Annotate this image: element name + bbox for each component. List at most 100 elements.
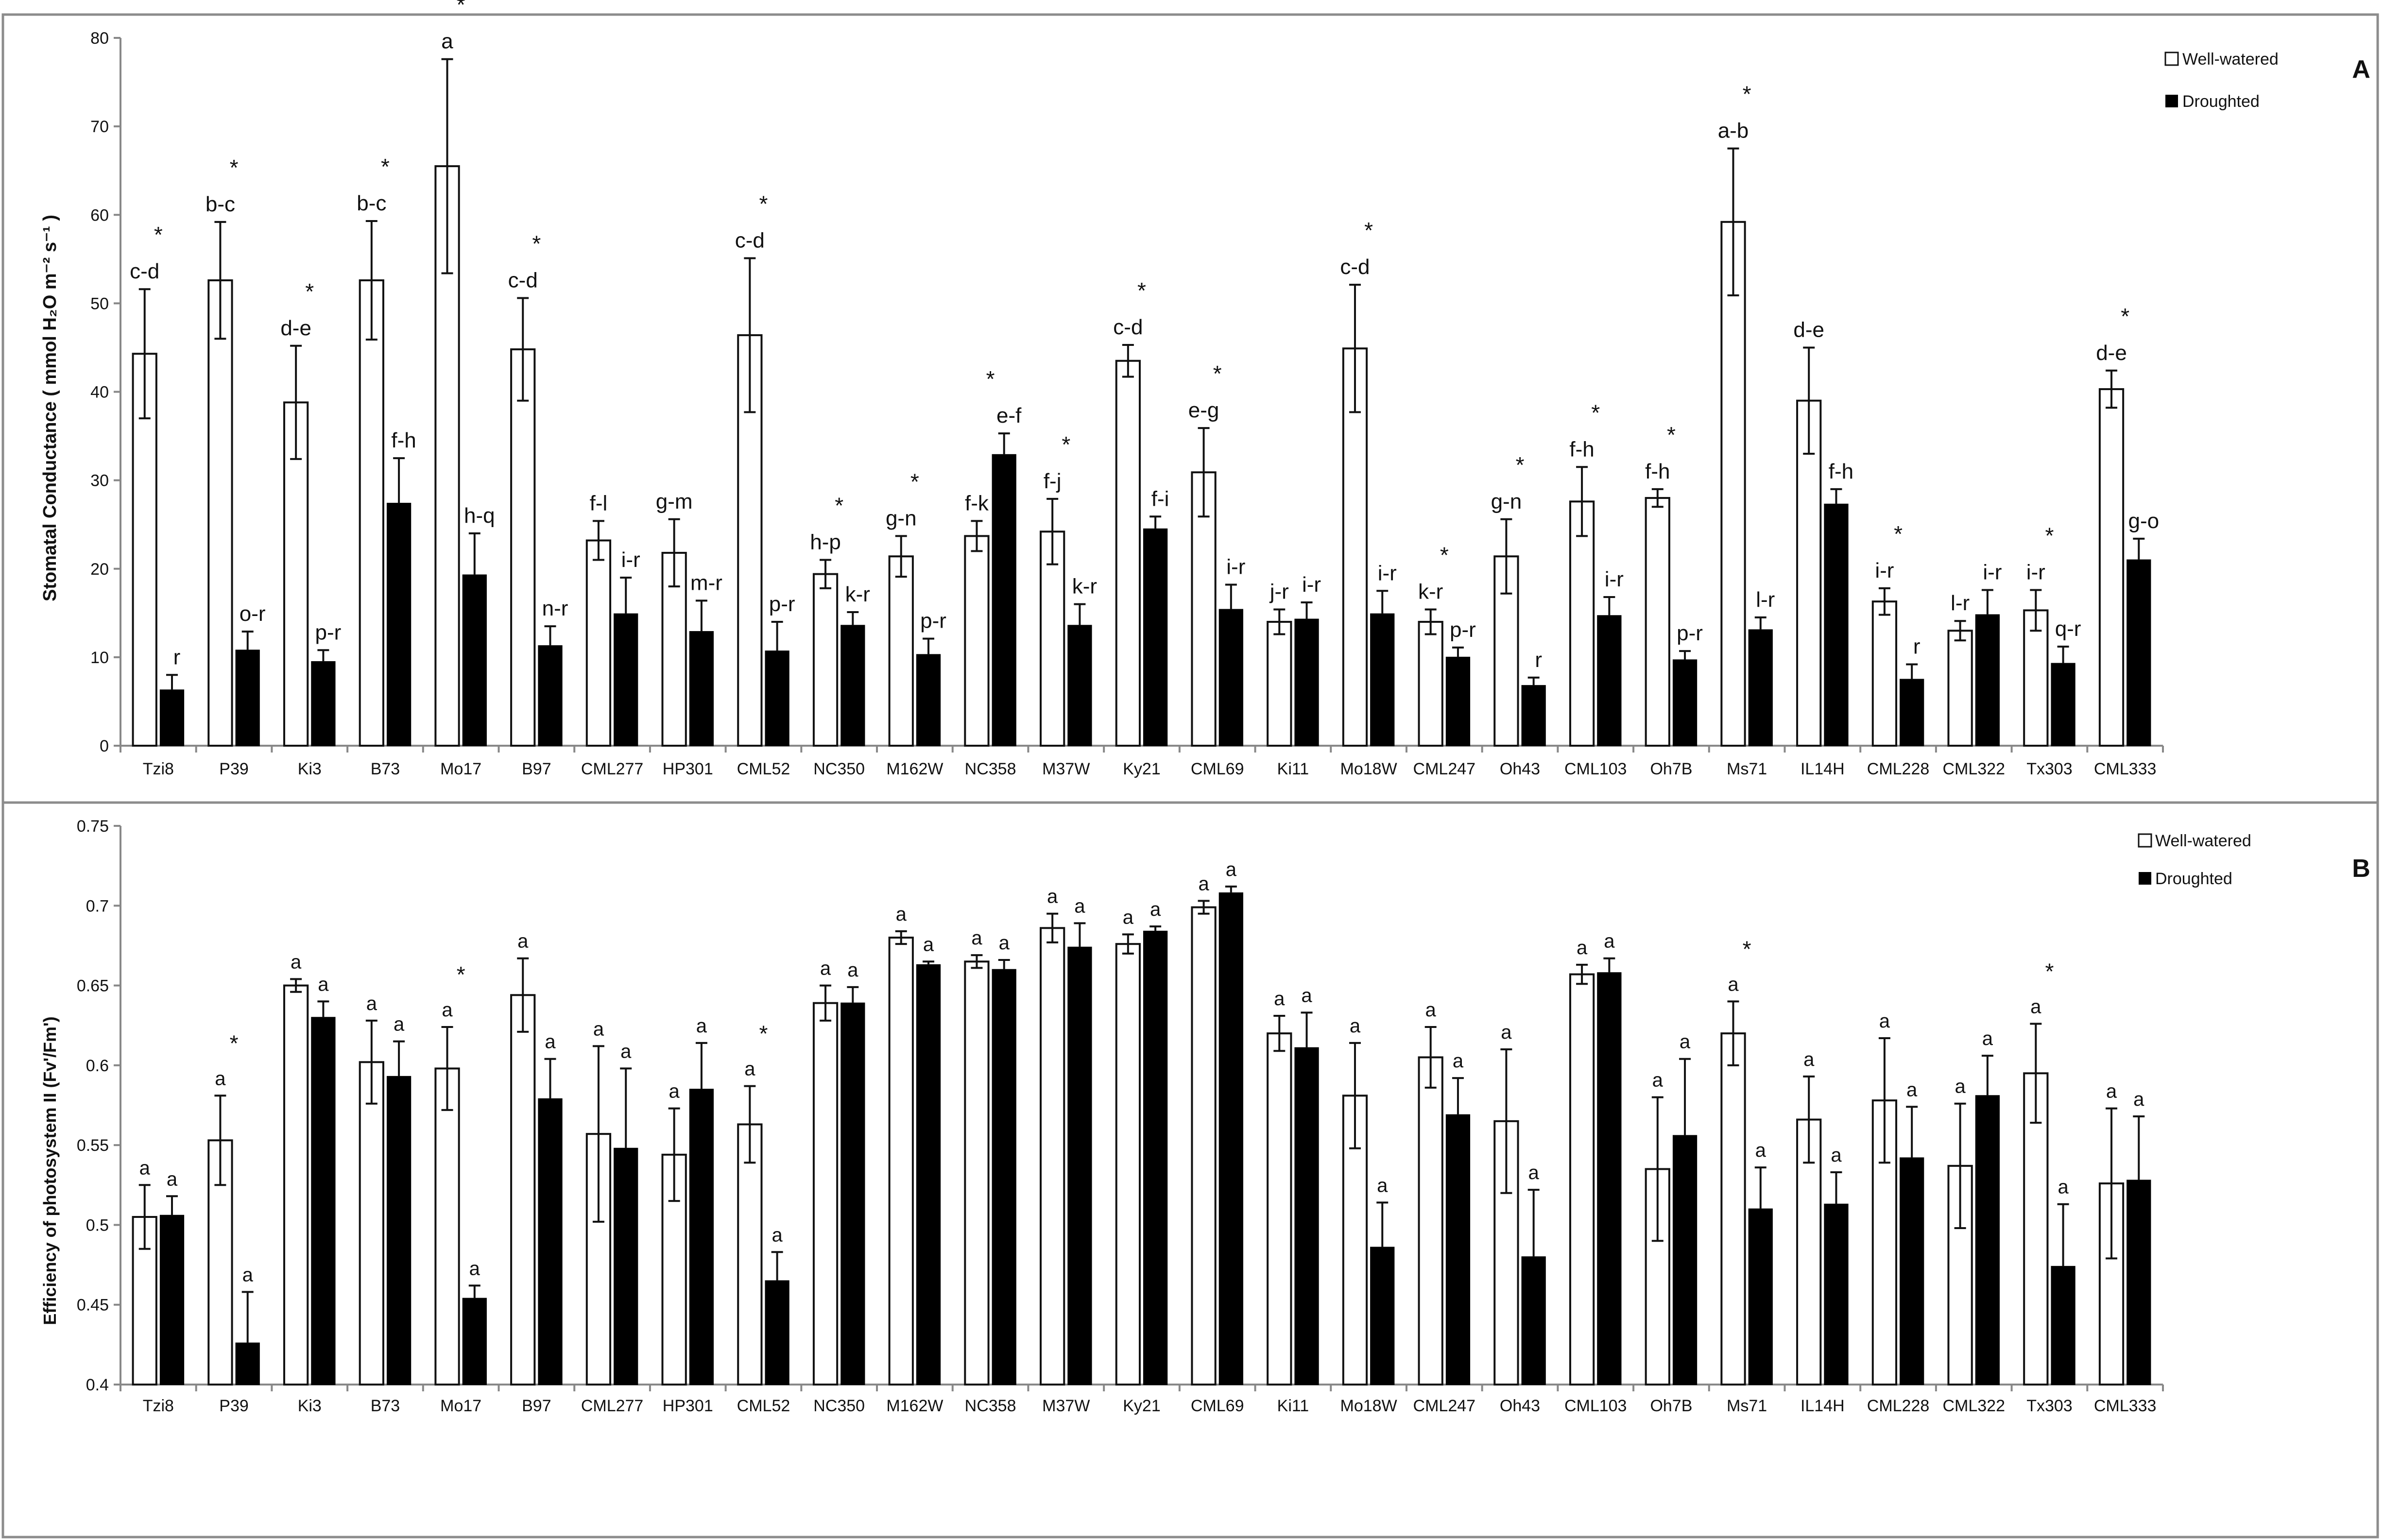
panel-b-letter-droughted: a — [1377, 1175, 1388, 1196]
panel-b-bar-well-watered — [1115, 943, 1141, 1386]
panel-a-x-tick-label: CML103 — [1564, 760, 1627, 778]
panel-b-letter-well-watered: a — [139, 1157, 151, 1179]
panel-b-x-tick-label: P39 — [219, 1397, 249, 1415]
panel-b-letter-droughted: a — [1982, 1028, 1993, 1049]
panel-a-significance-star: * — [154, 222, 163, 247]
panel-a-letter-droughted: i-r — [1983, 560, 2002, 584]
panel-b-letter-droughted: a — [394, 1014, 405, 1035]
panel-a-letter-well-watered: e-g — [1188, 398, 1219, 422]
panel-b-letter-droughted: a — [242, 1264, 254, 1285]
panel-a-letter-well-watered: d-e — [1793, 318, 1824, 342]
panel-a-letter-well-watered: k-r — [1418, 580, 1443, 604]
panel-a-bar-well-watered — [2023, 609, 2049, 747]
panel-b-bar-well-watered — [434, 1067, 460, 1386]
panel-a-y-tick-label: 80 — [90, 29, 109, 48]
panel-b-letter-droughted: a — [1074, 895, 1085, 917]
panel-b-bar-droughted — [1521, 1256, 1546, 1385]
panel-a-significance-star: * — [381, 154, 390, 179]
panel-b-bar-well-watered — [1267, 1032, 1292, 1386]
panel-a-letter-droughted: g-o — [2128, 509, 2159, 533]
panel-a-x-tick-label: NC358 — [965, 760, 1016, 778]
panel-a-legend-ww-label: Well-watered — [2182, 50, 2279, 68]
panel-a-y-tick-label: 50 — [90, 294, 109, 313]
panel-a-bar-droughted — [311, 661, 336, 746]
panel-b-axes: 0.4 0.45 0.5 0.55 0.6 0.65 0.7 0.75 — [77, 817, 2164, 1394]
panel-a-bar-well-watered — [1267, 621, 1292, 747]
panel-a-y-tick-label: 20 — [90, 560, 109, 579]
panel-a-bar-droughted — [1824, 503, 1849, 746]
panel-b-x-tick-label: CML228 — [1867, 1397, 1930, 1415]
panel-b-x-tick-label: CML247 — [1413, 1397, 1476, 1415]
panel-a-bar-well-watered — [585, 539, 612, 747]
panel-a-x-tick-label: Mo17 — [440, 760, 481, 778]
panel-a-bar-well-watered — [888, 555, 914, 747]
panel-a-bar-well-watered — [1418, 621, 1443, 747]
panel-a-x-tick-label: CML228 — [1867, 760, 1930, 778]
panel-a-y-tick-label: 0 — [100, 737, 109, 755]
panel-b-letter-well-watered: a — [669, 1081, 680, 1102]
panel-a-bar-droughted — [840, 625, 865, 747]
panel-a-bar-well-watered — [1871, 600, 1898, 747]
panel-b-bar-droughted — [1975, 1095, 2000, 1385]
panel-b-letter-well-watered: a — [1350, 1015, 1361, 1037]
panel-b-letter-droughted: a — [1906, 1079, 1918, 1100]
panel-a-bar-well-watered — [1720, 221, 1746, 747]
panel-a-bar-droughted — [462, 574, 487, 747]
panel-a-legend: Well-watered Droughted — [2164, 50, 2279, 111]
panel-b-bar-droughted — [235, 1342, 260, 1386]
panel-b-x-tick-label: Ky21 — [1123, 1397, 1161, 1415]
panel-b-bar-well-watered — [1796, 1118, 1822, 1386]
panel-b-bar-droughted — [311, 1017, 336, 1385]
panel-a-significance-star: * — [1062, 432, 1070, 457]
panel-a-significance-star: * — [1213, 361, 1222, 386]
panel-b-bar-droughted — [992, 969, 1016, 1385]
panel-a-letter-droughted: p-r — [315, 620, 342, 644]
panel-b-letter-droughted: a — [1226, 859, 1237, 880]
panel-a-significance-star: * — [1137, 278, 1146, 303]
panel-a-bar-droughted — [159, 689, 185, 746]
panel-a-significance-star: * — [2121, 304, 2129, 329]
panel-a-bar-well-watered — [964, 535, 990, 747]
panel-b-bar-droughted — [159, 1215, 185, 1386]
panel-b-bar-droughted — [765, 1280, 789, 1385]
panel-b-legend-ww-swatch — [2138, 833, 2152, 848]
panel-a-letter-well-watered: c-d — [1340, 255, 1370, 279]
panel-a-letter-well-watered: f-j — [1044, 469, 1062, 493]
panel-a-bar-droughted — [765, 650, 789, 746]
panel-b-bar-well-watered — [964, 960, 990, 1386]
panel-b-x-tick-label: Oh43 — [1500, 1397, 1540, 1415]
panel-a-bar-droughted — [1294, 618, 1319, 747]
panel-a-letter-droughted: m-r — [690, 571, 722, 595]
panel-a-x-tick-label: B73 — [371, 760, 400, 778]
panel-b-letter-well-watered: a — [517, 931, 529, 952]
panel-b-y-tick-label: 0.6 — [86, 1057, 109, 1075]
panel-a-letter-droughted: p-r — [920, 609, 946, 633]
panel-a-bar-droughted — [1597, 615, 1622, 746]
panel-b-y-tick-label: 0.7 — [86, 897, 109, 915]
panel-a-letter-well-watered: b-c — [206, 192, 235, 216]
panel-a-letter-droughted: i-r — [1226, 555, 1245, 579]
panel-b-bar-droughted — [1748, 1208, 1773, 1386]
panel-a-x-tick-label: NC350 — [813, 760, 865, 778]
panel-a-letter-well-watered: a — [441, 30, 453, 53]
panel-b-label: B — [2352, 855, 2370, 883]
panel-b-bar-well-watered — [2023, 1072, 2049, 1386]
panel-b-bar-droughted — [614, 1147, 638, 1386]
panel-b-letter-droughted: a — [999, 932, 1010, 954]
panel-a-bar-droughted — [1445, 656, 1471, 746]
panel-a-significance-star: * — [1364, 218, 1373, 243]
panel-b-letter-well-watered: a — [1047, 886, 1058, 907]
panel-a-x-tick-label: Tx303 — [2026, 760, 2073, 778]
panel-b-x-tick-label: CML333 — [2094, 1397, 2157, 1415]
panel-a-bar-well-watered — [1040, 530, 1065, 747]
panel-b-x-tick-label: CML322 — [1942, 1397, 2005, 1415]
panel-b-x-tick-label: NC358 — [965, 1397, 1016, 1415]
panel-b-x-tick-label: M162W — [886, 1397, 943, 1415]
panel-a-x-tick-label: Mo18W — [1340, 760, 1397, 778]
panel-b-x-tick-label: CML103 — [1564, 1397, 1627, 1415]
panel-b-bar-well-watered — [1040, 927, 1065, 1386]
panel-b-bar-well-watered — [283, 984, 309, 1386]
panel-a-letter-droughted: p-r — [1677, 621, 1703, 645]
panel-a-legend-ww-swatch — [2164, 51, 2179, 66]
panel-a-bar-well-watered — [1191, 471, 1217, 747]
